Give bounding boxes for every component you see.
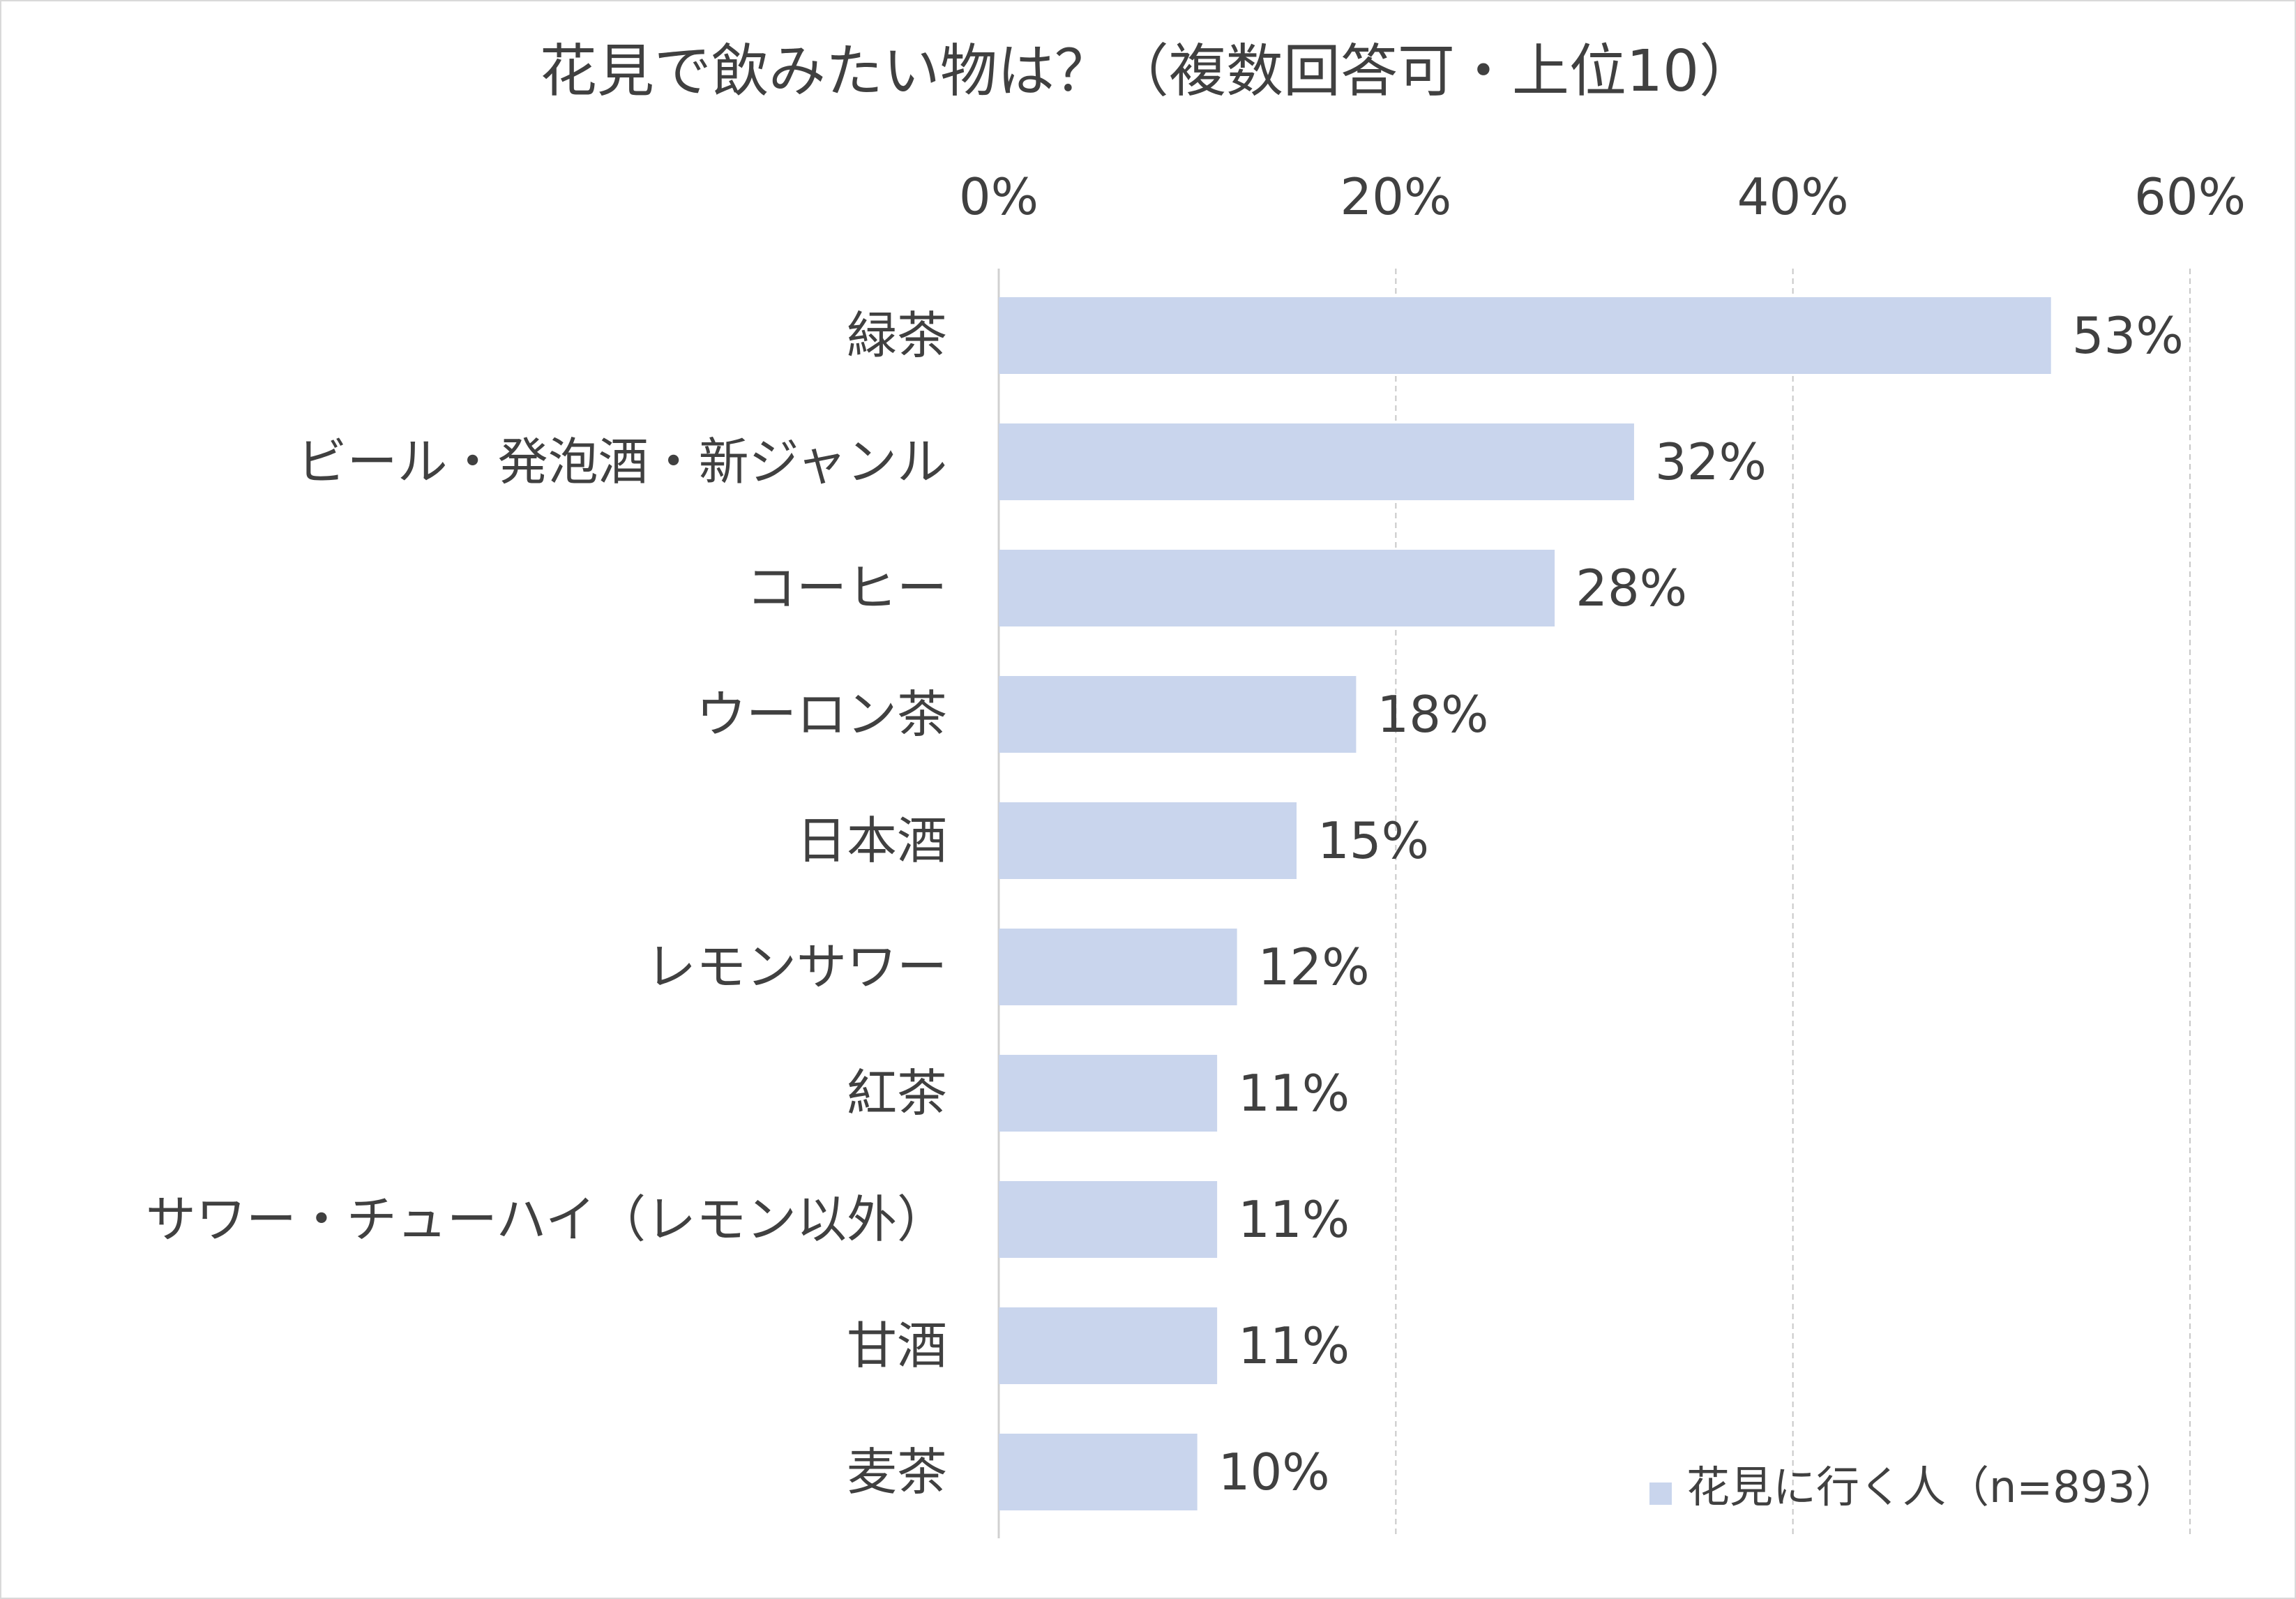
category-label: ビール・発泡酒・新ジャンル — [297, 433, 947, 491]
chart-title: 花見で飲みたい物は？（複数回答可・上位10） — [540, 38, 1756, 105]
data-label: 11% — [1238, 1190, 1350, 1249]
category-label: 緑茶 — [847, 306, 947, 365]
bar — [999, 1307, 1218, 1384]
data-label: 12% — [1258, 938, 1370, 996]
category-label: レモンサワー — [646, 938, 947, 996]
legend: 花見に行く人（n=893） — [1649, 1462, 2179, 1512]
category-label: ウーロン茶 — [696, 685, 947, 744]
category-label: 日本酒 — [796, 811, 947, 870]
labels: 0% 20% 40% 60% 緑茶 53% ビール・発泡酒・新ジャンル 32% コーヒー 28% ウ… — [146, 167, 2246, 1501]
data-label: 15% — [1317, 811, 1429, 870]
bar — [999, 1181, 1218, 1258]
data-label: 53% — [2072, 306, 2184, 365]
category-label: 甘酒 — [847, 1316, 947, 1375]
bar — [999, 929, 1237, 1005]
x-tick-label: 20% — [1340, 167, 1451, 226]
data-label: 10% — [1218, 1443, 1330, 1501]
data-label: 11% — [1238, 1064, 1350, 1123]
data-label: 18% — [1377, 685, 1488, 744]
category-label: コーヒー — [746, 559, 947, 617]
category-label: 紅茶 — [847, 1064, 947, 1123]
legend-swatch — [1649, 1482, 1672, 1505]
bar — [999, 550, 1555, 626]
x-tick-label: 40% — [1737, 167, 1849, 226]
bar — [999, 1434, 1198, 1510]
bar — [999, 1055, 1218, 1132]
bar — [999, 802, 1297, 879]
legend-label: 花見に行く人（n=893） — [1686, 1462, 2179, 1512]
category-label: サワー・チューハイ（レモン以外） — [146, 1190, 947, 1249]
data-label: 11% — [1238, 1316, 1350, 1375]
bar — [999, 297, 2051, 374]
data-label: 28% — [1576, 559, 1687, 617]
bar — [999, 676, 1357, 753]
x-tick-label: 60% — [2134, 167, 2246, 226]
bar — [999, 423, 1634, 500]
data-label: 32% — [1655, 433, 1767, 491]
bars — [999, 297, 2051, 1510]
x-tick-label: 0% — [959, 167, 1039, 226]
category-label: 麦茶 — [847, 1443, 947, 1501]
